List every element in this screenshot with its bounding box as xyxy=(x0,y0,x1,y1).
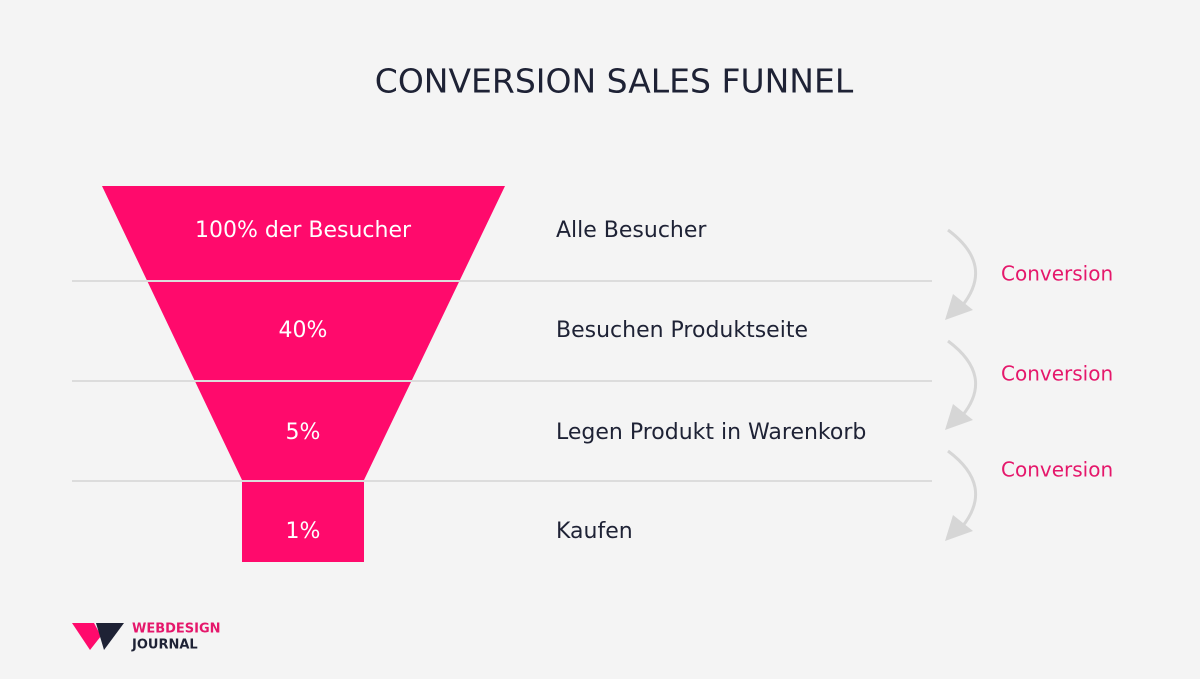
conversions: Conversion Conversion Conversion xyxy=(1001,262,1113,482)
stages: 100% der Besucher 40% 5% 1% Alle Besuche… xyxy=(195,218,866,544)
stage-label: Alle Besucher xyxy=(556,218,707,243)
stage-label: Legen Produkt in Warenkorb xyxy=(556,420,866,445)
funnel-label: 1% xyxy=(286,519,321,544)
logo: WEBDESIGN JOURNAL xyxy=(72,622,221,653)
title: CONVERSION SALES FUNNEL xyxy=(375,62,854,101)
arrowhead xyxy=(945,515,973,541)
funnel-label: 100% der Besucher xyxy=(195,218,412,243)
logo-text: WEBDESIGN xyxy=(132,622,221,637)
conversion-label: Conversion xyxy=(1001,262,1113,286)
arrow xyxy=(947,339,978,417)
stage-label: Kaufen xyxy=(556,519,633,544)
arrowheads xyxy=(945,294,973,541)
stage-label: Besuchen Produktseite xyxy=(556,318,808,343)
conversion-label: Conversion xyxy=(1001,458,1113,482)
arrowhead xyxy=(945,404,973,430)
separators xyxy=(72,280,932,482)
funnel-label: 40% xyxy=(279,318,328,343)
arrow xyxy=(947,449,978,528)
arrowhead xyxy=(945,294,973,320)
funnel-label: 5% xyxy=(286,420,321,445)
logo-mark xyxy=(96,623,124,650)
logo-mark xyxy=(72,623,101,650)
arrow xyxy=(947,228,978,307)
conversion-label: Conversion xyxy=(1001,362,1113,386)
logo-text: JOURNAL xyxy=(131,638,198,653)
arrows xyxy=(947,228,978,528)
